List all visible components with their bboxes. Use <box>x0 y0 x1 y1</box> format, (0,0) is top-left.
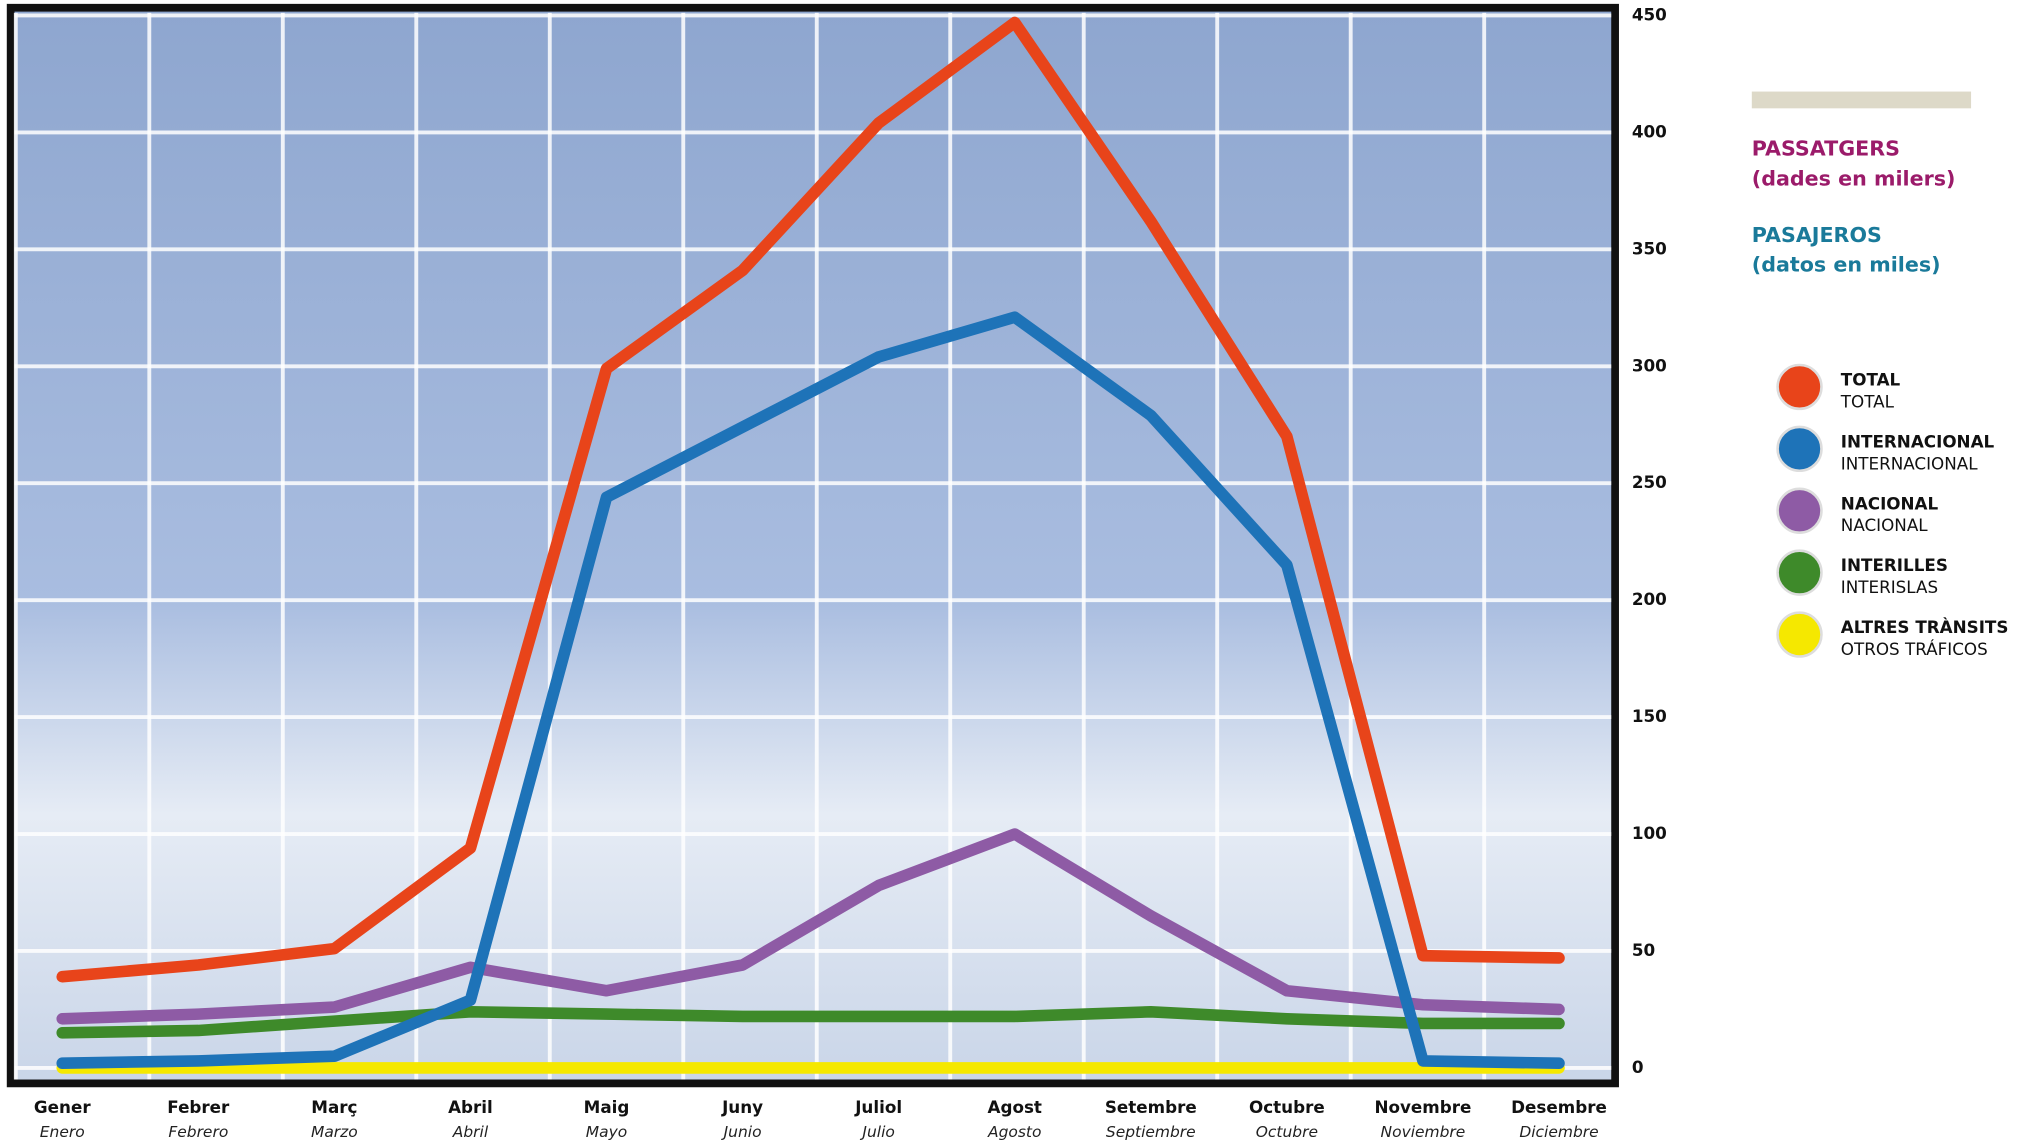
legend-sublabel: INTERNACIONAL <box>1841 453 1978 473</box>
y-tick-label: 150 <box>1632 706 1667 726</box>
legend-sublabel: OTROS TRÁFICOS <box>1841 638 1988 659</box>
x-tick-sublabel: Diciembre <box>1519 1123 1598 1141</box>
legend-sublabel: TOTAL <box>1840 391 1895 411</box>
x-tick-label: Març <box>311 1097 357 1117</box>
x-tick-sublabel: Agosto <box>987 1123 1041 1141</box>
series-line <box>56 1005 1565 1039</box>
legend-label: INTERILLES <box>1841 555 1948 575</box>
series-line <box>56 828 1565 1025</box>
x-tick-sublabel: Febrero <box>168 1123 228 1141</box>
y-tick-label: 350 <box>1632 238 1667 258</box>
x-tick-sublabel: Septiembre <box>1106 1123 1196 1141</box>
x-tick-sublabel: Enero <box>40 1123 85 1141</box>
x-tick-label: Agost <box>988 1097 1042 1117</box>
legend-label: NACIONAL <box>1841 493 1939 513</box>
y-tick-label: 100 <box>1632 823 1667 843</box>
legend-heading: PASSATGERS <box>1752 137 1900 161</box>
x-tick-label: Juny <box>721 1097 763 1117</box>
y-tick-label: 200 <box>1632 589 1667 609</box>
x-tick-sublabel: Octubre <box>1256 1123 1318 1141</box>
y-tick-label: 450 <box>1632 4 1667 24</box>
legend-swatch <box>1776 425 1823 473</box>
legend-swatch <box>1776 611 1823 658</box>
legend-label: INTERNACIONAL <box>1841 431 1995 451</box>
x-tick-label: Novembre <box>1374 1097 1471 1117</box>
x-tick-label: Setembre <box>1105 1097 1197 1117</box>
legend-label: ALTRES TRÀNSITS <box>1841 616 2009 637</box>
x-tick-sublabel: Noviembre <box>1381 1123 1466 1141</box>
x-tick-sublabel: Junio <box>721 1123 762 1141</box>
x-tick-sublabel: Julio <box>859 1123 894 1141</box>
x-tick-label: Febrer <box>167 1097 230 1117</box>
series-line <box>56 16 1565 983</box>
y-tick-label: 400 <box>1632 121 1667 141</box>
x-tick-label: Octubre <box>1249 1097 1325 1117</box>
x-tick-sublabel: Marzo <box>311 1123 358 1141</box>
legend-swatch <box>1776 363 1823 411</box>
x-tick-sublabel: Abril <box>452 1123 489 1141</box>
y-tick-label: 50 <box>1632 940 1655 960</box>
y-tick-label: 250 <box>1632 472 1667 492</box>
legend-bar <box>1751 91 1972 109</box>
legend-swatch <box>1776 549 1823 596</box>
y-tick-label: 0 <box>1632 1057 1644 1077</box>
x-tick-sublabel: Mayo <box>586 1123 627 1141</box>
x-tick-label: Gener <box>34 1097 91 1117</box>
legend-heading: PASAJEROS <box>1752 223 1882 247</box>
y-tick-label: 300 <box>1632 355 1667 375</box>
x-tick-label: Maig <box>584 1097 630 1117</box>
series-line <box>56 311 1565 1070</box>
legend-swatch <box>1776 487 1823 534</box>
x-tick-label: Juliol <box>854 1097 902 1117</box>
legend-sublabel: INTERISLAS <box>1841 577 1938 597</box>
legend-sublabel: NACIONAL <box>1841 515 1929 535</box>
legend-subheading: (dades en milers) <box>1752 166 1956 190</box>
legend-label: TOTAL <box>1841 369 1901 389</box>
x-tick-label: Desembre <box>1511 1097 1607 1117</box>
x-tick-label: Abril <box>448 1097 493 1117</box>
legend-subheading: (datos en miles) <box>1752 253 1941 277</box>
